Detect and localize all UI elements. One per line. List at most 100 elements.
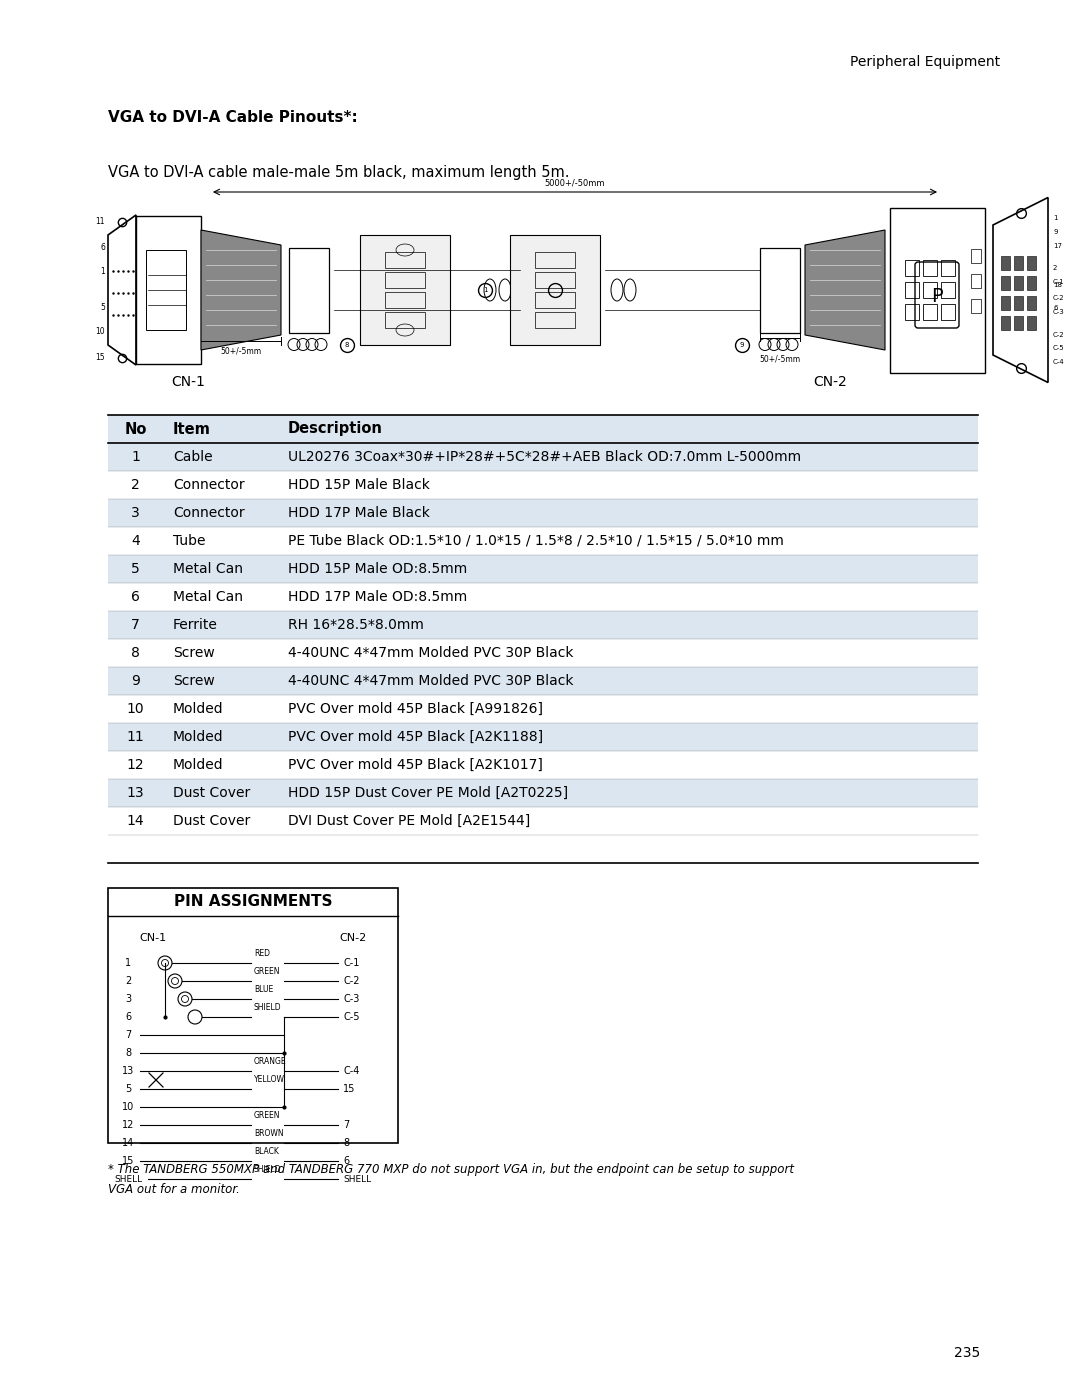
Text: 4: 4 [131, 534, 140, 548]
Bar [535, 272, 575, 288]
Bar [108, 499, 978, 527]
Bar [108, 638, 978, 666]
Text: C-4: C-4 [343, 1066, 360, 1076]
Bar [108, 415, 978, 443]
Text: 12: 12 [122, 1120, 134, 1130]
Text: 8: 8 [345, 342, 349, 348]
Text: SHIELD: SHIELD [254, 1003, 282, 1011]
Bar [1014, 296, 1023, 310]
Text: ORANGE: ORANGE [254, 1058, 286, 1066]
Bar [923, 260, 937, 277]
Text: 15: 15 [343, 1084, 355, 1094]
Text: 9: 9 [1053, 229, 1057, 235]
Text: 12: 12 [126, 759, 145, 773]
Text: PIN ASSIGNMENTS: PIN ASSIGNMENTS [174, 894, 333, 909]
Text: Metal Can: Metal Can [173, 590, 243, 604]
Text: UL20276 3Coax*30#+IP*28#+5C*28#+AEB Black OD:7.0mm L-5000mm: UL20276 3Coax*30#+IP*28#+5C*28#+AEB Blac… [288, 450, 801, 464]
Polygon shape [805, 231, 885, 351]
Bar [1027, 277, 1036, 291]
Text: 235: 235 [954, 1345, 980, 1361]
Text: 8: 8 [131, 645, 140, 659]
Bar [1014, 316, 1023, 330]
Bar [1001, 316, 1010, 330]
Bar [136, 217, 201, 365]
Text: Item: Item [173, 422, 211, 436]
Text: HDD 15P Male Black: HDD 15P Male Black [288, 478, 430, 492]
Text: 8: 8 [343, 1139, 349, 1148]
Text: C-2: C-2 [1053, 332, 1065, 338]
Bar [108, 471, 978, 499]
Text: PVC Over mold 45P Black [A2K1017]: PVC Over mold 45P Black [A2K1017] [288, 759, 543, 773]
Text: HDD 15P Male OD:8.5mm: HDD 15P Male OD:8.5mm [288, 562, 468, 576]
Text: C-5: C-5 [1053, 345, 1065, 351]
Text: 5: 5 [100, 303, 105, 313]
Text: 13: 13 [122, 1066, 134, 1076]
Bar [941, 305, 955, 320]
Text: DVI Dust Cover PE Mold [A2E1544]: DVI Dust Cover PE Mold [A2E1544] [288, 814, 530, 828]
Text: 14: 14 [126, 814, 145, 828]
Text: YELLOW: YELLOW [254, 1076, 285, 1084]
Text: 50+/-5mm: 50+/-5mm [220, 346, 261, 356]
Text: VGA out for a monitor.: VGA out for a monitor. [108, 1183, 240, 1196]
Text: C-1: C-1 [1053, 279, 1065, 285]
Text: HDD 17P Male Black: HDD 17P Male Black [288, 506, 430, 520]
Text: VGA to DVI-A cable male-male 5m black, maximum length 5m.: VGA to DVI-A cable male-male 5m black, m… [108, 165, 569, 180]
Text: PE Tube Black OD:1.5*10 / 1.0*15 / 1.5*8 / 2.5*10 / 1.5*15 / 5.0*10 mm: PE Tube Black OD:1.5*10 / 1.0*15 / 1.5*8… [288, 534, 784, 548]
Text: 7: 7 [131, 617, 140, 631]
Bar [510, 235, 600, 345]
Text: C-1: C-1 [343, 958, 360, 968]
Text: 5: 5 [131, 562, 140, 576]
Bar [108, 807, 978, 835]
Text: 7: 7 [125, 1030, 131, 1039]
Text: 18: 18 [1053, 282, 1062, 288]
Bar [1027, 296, 1036, 310]
Text: 50+/-5mm: 50+/-5mm [759, 355, 800, 363]
Bar [941, 282, 955, 298]
Text: 1: 1 [125, 958, 131, 968]
Text: SHIELD: SHIELD [254, 1165, 282, 1173]
Text: Description: Description [288, 422, 383, 436]
Text: C-2: C-2 [343, 977, 360, 986]
Text: Ferrite: Ferrite [173, 617, 218, 631]
Text: 2: 2 [131, 478, 140, 492]
Bar [535, 312, 575, 328]
Text: SHELL: SHELL [113, 1175, 143, 1183]
Bar [941, 260, 955, 277]
Text: Tube: Tube [173, 534, 205, 548]
Text: 1: 1 [483, 286, 487, 293]
Bar [971, 274, 981, 288]
Text: 6: 6 [343, 1155, 349, 1166]
Bar [1001, 277, 1010, 291]
Text: 6: 6 [125, 1011, 131, 1023]
Text: 3: 3 [125, 995, 131, 1004]
Bar [535, 251, 575, 268]
Bar [108, 752, 978, 780]
Text: C-4: C-4 [1053, 359, 1065, 365]
Text: BLUE: BLUE [254, 985, 273, 995]
Text: 10: 10 [95, 327, 105, 337]
Text: 6: 6 [131, 590, 140, 604]
Text: C-2: C-2 [1053, 295, 1065, 300]
Text: 9: 9 [131, 673, 140, 687]
Text: 1: 1 [1053, 215, 1057, 221]
Text: Molded: Molded [173, 759, 224, 773]
Text: C-5: C-5 [343, 1011, 360, 1023]
Bar [108, 443, 978, 471]
Bar [384, 312, 426, 328]
Text: Peripheral Equipment: Peripheral Equipment [850, 54, 1000, 68]
Text: 1: 1 [131, 450, 140, 464]
Bar [1027, 256, 1036, 270]
Bar [1001, 296, 1010, 310]
Bar [1027, 316, 1036, 330]
Text: Connector: Connector [173, 506, 245, 520]
Bar [108, 694, 978, 724]
Bar [971, 299, 981, 313]
Text: Molded: Molded [173, 703, 224, 717]
Bar [108, 610, 978, 638]
Text: Metal Can: Metal Can [173, 562, 243, 576]
Text: PVC Over mold 45P Black [A991826]: PVC Over mold 45P Black [A991826] [288, 703, 543, 717]
Text: * The TANDBERG 550MXP and TANDBERG 770 MXP do not support VGA in, but the endpoi: * The TANDBERG 550MXP and TANDBERG 770 M… [108, 1162, 794, 1176]
Text: HDD 17P Male OD:8.5mm: HDD 17P Male OD:8.5mm [288, 590, 468, 604]
Text: 1: 1 [100, 267, 105, 277]
Bar [108, 888, 399, 1143]
